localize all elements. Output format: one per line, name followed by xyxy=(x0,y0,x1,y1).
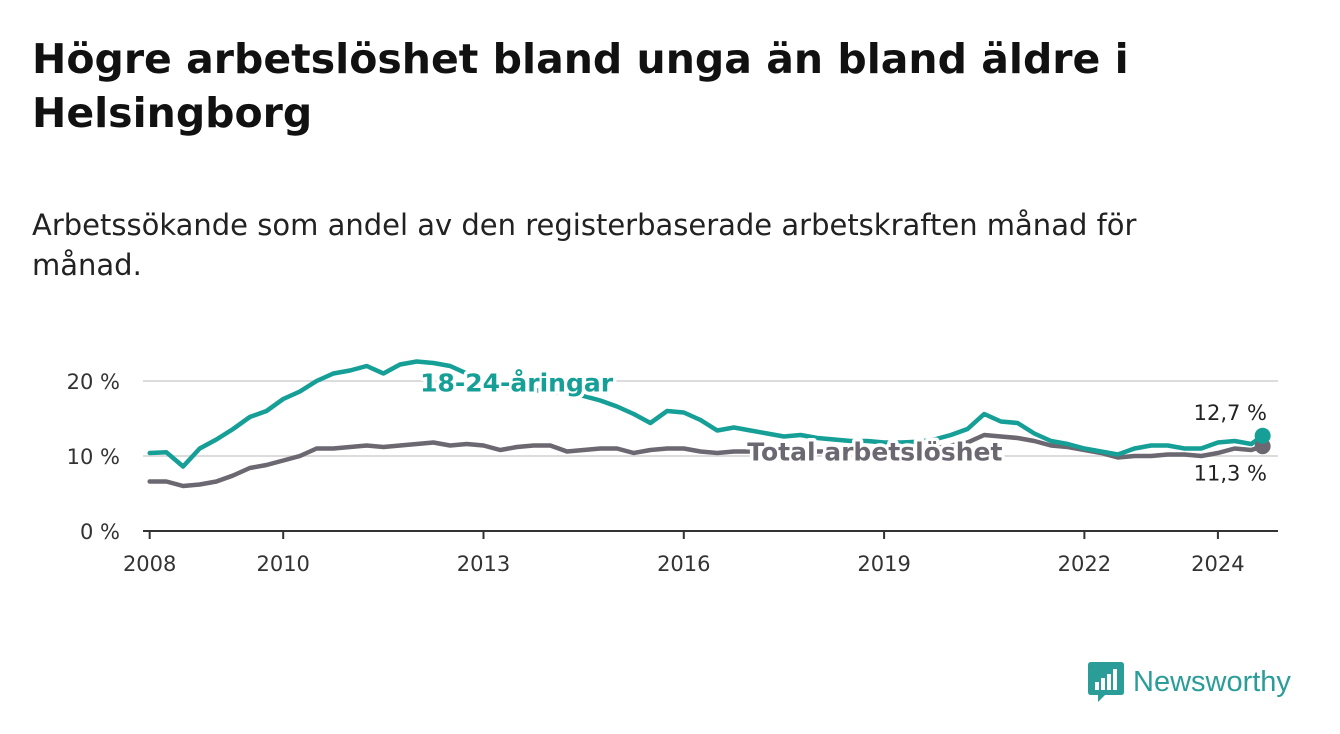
y-tick-label: 20 % xyxy=(67,370,120,394)
y-axis: 0 % 10 % 20 % xyxy=(67,370,120,544)
series-labels: 18-24-åringar Total arbetslöshet xyxy=(417,365,1006,470)
x-tick-label: 2010 xyxy=(256,552,309,576)
series-line-total xyxy=(147,432,1265,489)
series-label-total: Total arbetslöshet xyxy=(747,438,1002,467)
end-label-youth: 12,7 % xyxy=(1194,401,1267,425)
end-label-total: 11,3 % xyxy=(1194,461,1267,485)
x-tick-label: 2013 xyxy=(457,552,510,576)
newsworthy-logo[interactable]: Newsworthy xyxy=(1088,660,1291,704)
x-axis: 2008 2010 2013 2016 2019 2022 2024 xyxy=(123,530,1278,576)
x-tick-label: 2016 xyxy=(657,552,710,576)
x-tick-label: 2008 xyxy=(123,552,176,576)
chart-subtitle: Arbetssökande som andel av den registerb… xyxy=(32,208,1137,282)
y-tick-label: 0 % xyxy=(80,520,120,544)
gridlines xyxy=(143,380,1278,457)
series-lines xyxy=(147,359,1265,489)
x-tick-label: 2019 xyxy=(857,552,910,576)
x-tick-label: 2024 xyxy=(1191,552,1244,576)
y-tick-label: 10 % xyxy=(67,445,120,469)
end-marker-youth xyxy=(1254,427,1271,444)
end-markers: 12,7 % 11,3 % xyxy=(1194,401,1271,485)
brand-name: Newsworthy xyxy=(1133,665,1291,698)
newsworthy-logo-icon xyxy=(1088,662,1124,702)
x-tick-label: 2022 xyxy=(1058,552,1111,576)
series-line-youth xyxy=(147,359,1265,469)
series-label-youth: 18-24-åringar xyxy=(420,369,614,398)
chart-title: Högre arbetslöshet bland unga än bland ä… xyxy=(32,35,1129,137)
